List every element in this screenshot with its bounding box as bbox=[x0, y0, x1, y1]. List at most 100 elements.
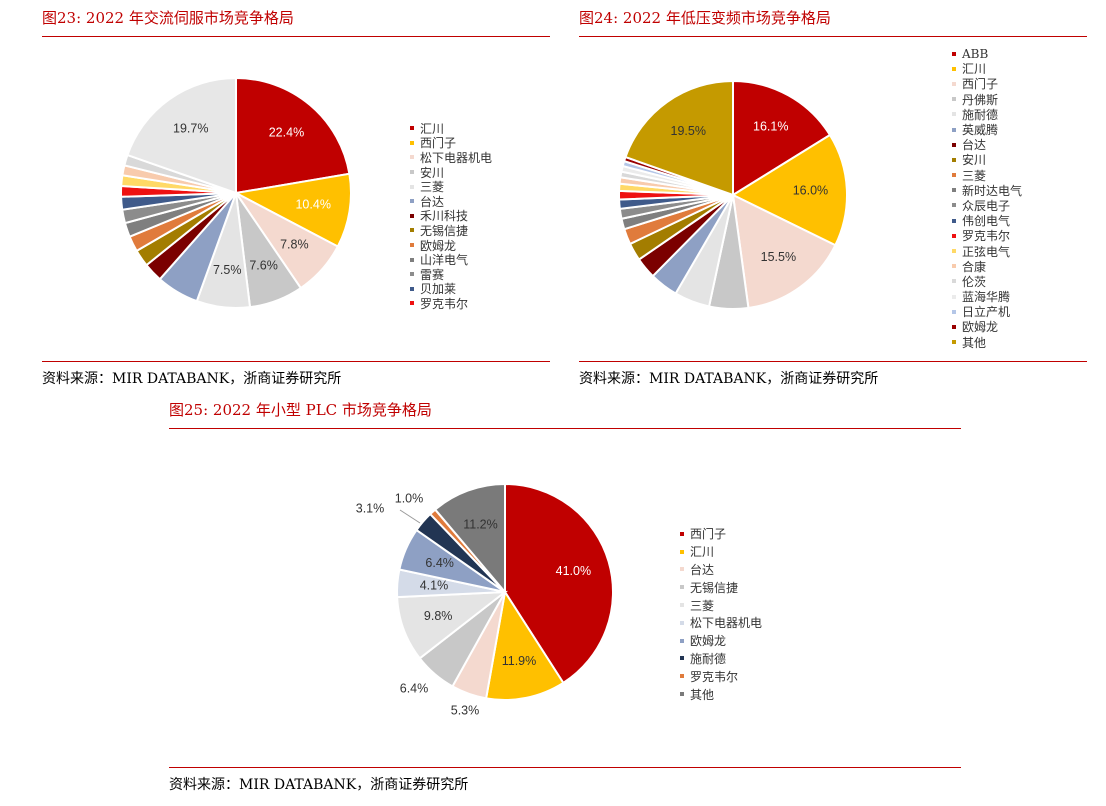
legend-label: 无锡信捷 bbox=[690, 580, 739, 595]
chart-title: 图24: 2022 年低压变频市场竞争格局 bbox=[579, 9, 831, 27]
legend-swatch bbox=[952, 173, 956, 178]
legend-swatch bbox=[680, 638, 684, 643]
pie-slice bbox=[235, 76, 351, 195]
legend-label: 安川 bbox=[420, 165, 445, 180]
legend-item: 西门子 bbox=[680, 525, 762, 543]
legend-swatch bbox=[952, 112, 956, 117]
legend-item: 施耐德 bbox=[680, 650, 762, 668]
legend-swatch bbox=[410, 199, 414, 204]
legend-item: 禾川科技 bbox=[410, 209, 492, 224]
legend-swatch bbox=[952, 81, 956, 86]
legend-label: 日立产机 bbox=[962, 305, 1011, 320]
legend-label: 台达 bbox=[690, 562, 715, 577]
pie-chart: 16.1% 16.0% 15.5% 19.5% bbox=[618, 79, 848, 310]
legend-label: 松下电器机电 bbox=[420, 150, 493, 165]
data-label: 10.4% bbox=[295, 198, 330, 212]
data-label: 7.8% bbox=[280, 237, 309, 251]
legend-item: 安川 bbox=[952, 152, 1022, 167]
legend-item: 正弦电气 bbox=[952, 243, 1022, 259]
legend-item: 其他 bbox=[680, 685, 762, 703]
legend-label: 雷赛 bbox=[420, 267, 445, 282]
legend-swatch bbox=[952, 233, 956, 238]
legend-label: 西门子 bbox=[420, 136, 457, 151]
title-rule bbox=[579, 36, 1087, 37]
legend-swatch bbox=[410, 272, 414, 277]
legend-swatch bbox=[410, 170, 414, 175]
legend-label: 其他 bbox=[690, 687, 715, 702]
legend-label: 伦茨 bbox=[962, 274, 987, 289]
legend-item: 罗克韦尔 bbox=[952, 228, 1022, 243]
legend-label: 无锡信捷 bbox=[420, 223, 469, 238]
legend-label: 汇川 bbox=[420, 121, 445, 136]
legend-swatch bbox=[952, 309, 956, 314]
legend-label: 众辰电子 bbox=[962, 198, 1011, 213]
data-label: 6.4% bbox=[425, 556, 454, 570]
legend-swatch bbox=[952, 340, 956, 345]
legend-label: 汇川 bbox=[962, 62, 987, 77]
legend-item: 日立产机 bbox=[952, 304, 1022, 319]
legend-swatch bbox=[410, 301, 414, 306]
pie-slice bbox=[126, 76, 237, 195]
pie-slice bbox=[433, 482, 506, 595]
legend-item: 台达 bbox=[680, 561, 762, 579]
legend-item: 雷赛 bbox=[410, 267, 492, 282]
legend-swatch bbox=[952, 249, 956, 254]
legend-swatch bbox=[410, 155, 414, 160]
legend-swatch bbox=[680, 603, 684, 608]
pie-slice bbox=[232, 172, 352, 248]
legend-swatch bbox=[952, 127, 956, 132]
legend-item: 英威腾 bbox=[952, 122, 1022, 137]
legend-label: 施耐德 bbox=[690, 651, 727, 666]
legend-label: 欧姆龙 bbox=[690, 634, 727, 649]
legend-item: 松下电器机电 bbox=[410, 150, 492, 165]
legend-label: 西门子 bbox=[962, 77, 999, 92]
legend-item: 欧姆龙 bbox=[410, 238, 492, 253]
chart-legend: 西门子 汇川 台达 无锡信捷 三菱 松下电器机电 欧姆龙 施耐德 罗克韦尔 其他 bbox=[680, 525, 762, 703]
leader-line bbox=[399, 509, 421, 524]
legend-swatch bbox=[952, 264, 956, 269]
legend-swatch bbox=[410, 228, 414, 233]
data-label: 15.5% bbox=[761, 250, 796, 264]
data-label: 5.3% bbox=[451, 703, 480, 717]
legend-swatch bbox=[680, 656, 684, 661]
legend-item: 汇川 bbox=[952, 61, 1022, 76]
legend-item: 众辰电子 bbox=[952, 198, 1022, 213]
source-note: 资料来源：MIR DATABANK，浙商证券研究所 bbox=[579, 371, 879, 387]
legend-label: 汇川 bbox=[690, 545, 715, 560]
legend-item: 三菱 bbox=[410, 179, 492, 194]
legend-label: 欧姆龙 bbox=[420, 238, 457, 253]
legend-item: 无锡信捷 bbox=[680, 578, 762, 596]
legend-item: 山洋电气 bbox=[410, 252, 492, 267]
legend-item: 蓝海华腾 bbox=[952, 289, 1022, 304]
title-rule bbox=[169, 428, 961, 429]
chart-title: 图23: 2022 年交流伺服市场竞争格局 bbox=[42, 9, 294, 27]
legend-item: 汇川 bbox=[410, 121, 492, 136]
data-label: 41.0% bbox=[556, 564, 591, 578]
legend-swatch bbox=[952, 188, 956, 193]
legend-swatch bbox=[410, 126, 414, 131]
legend-item: 三菱 bbox=[952, 168, 1022, 183]
legend-label: 安川 bbox=[962, 153, 987, 168]
pie-slice bbox=[732, 79, 832, 197]
legend-label: 松下电器机电 bbox=[690, 616, 763, 631]
data-label: 19.7% bbox=[173, 122, 208, 136]
data-label: 6.4% bbox=[400, 681, 429, 695]
legend-label: 新时达电气 bbox=[962, 183, 1023, 198]
source-note: 资料来源：MIR DATABANK，浙商证券研究所 bbox=[169, 777, 469, 793]
legend-swatch bbox=[680, 567, 684, 572]
legend-item: 台达 bbox=[952, 137, 1022, 152]
legend-label: 禾川科技 bbox=[420, 209, 469, 224]
legend-swatch bbox=[952, 66, 956, 71]
legend-swatch bbox=[952, 142, 956, 147]
legend-swatch bbox=[952, 97, 956, 102]
legend-swatch bbox=[680, 674, 684, 679]
legend-label: 施耐德 bbox=[962, 107, 999, 122]
legend-swatch bbox=[680, 620, 684, 625]
source-rule bbox=[579, 361, 1087, 362]
legend-swatch bbox=[952, 157, 956, 162]
data-label: 7.6% bbox=[249, 258, 278, 272]
legend-item: 西门子 bbox=[952, 76, 1022, 91]
data-label: 22.4% bbox=[269, 126, 304, 140]
legend-label: 三菱 bbox=[962, 168, 987, 183]
data-label: 1.0% bbox=[395, 491, 424, 505]
